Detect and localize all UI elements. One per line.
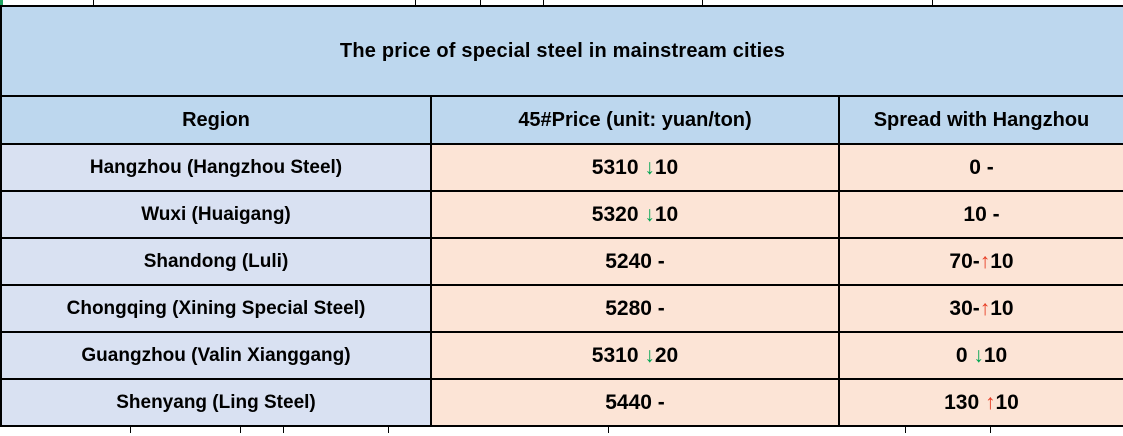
gridline-stub xyxy=(608,427,609,433)
spread-cell[interactable]: 0 - xyxy=(838,143,1123,192)
price-value: 5440 - xyxy=(605,390,665,414)
table-row: Chongqing (Xining Special Steel) 5280 - … xyxy=(0,284,1123,333)
sheet-gridline-strip-top xyxy=(0,0,1123,5)
price-change: 10 xyxy=(654,202,679,226)
gridline-stub xyxy=(130,427,131,433)
gridline-stub xyxy=(415,0,416,5)
column-header-price[interactable]: 45#Price (unit: yuan/ton) xyxy=(430,95,840,145)
spread-cell[interactable]: 70-↑10 xyxy=(838,237,1123,286)
price-cell[interactable]: 5280 - xyxy=(430,284,840,333)
up-arrow-icon: ↑ xyxy=(979,296,991,320)
price-value: 5310 xyxy=(591,343,645,367)
up-arrow-icon: ↑ xyxy=(979,249,991,273)
spread-change: 10 xyxy=(990,296,1014,320)
price-cell[interactable]: 5320 ↓10 xyxy=(430,190,840,239)
gridline-stub xyxy=(990,427,991,433)
spread-value: 0 - xyxy=(969,155,994,179)
sheet-gridline-strip-bottom xyxy=(0,427,1123,433)
region-cell[interactable]: Guangzhou (Valin Xianggang) xyxy=(0,331,432,380)
gridline-stub xyxy=(543,0,544,5)
gridline-stub xyxy=(93,0,94,5)
region-cell[interactable]: Chongqing (Xining Special Steel) xyxy=(0,284,432,333)
region-cell[interactable]: Shenyang (Ling Steel) xyxy=(0,378,432,427)
spread-change: 10 xyxy=(990,249,1014,273)
table-row: Guangzhou (Valin Xianggang) 5310 ↓20 0 ↓… xyxy=(0,331,1123,380)
column-header-spread[interactable]: Spread with Hangzhou xyxy=(838,95,1123,145)
region-cell[interactable]: Shandong (Luli) xyxy=(0,237,432,286)
spread-value: 70- xyxy=(949,249,980,273)
region-cell[interactable]: Hangzhou (Hangzhou Steel) xyxy=(0,143,432,192)
spread-value: 130 xyxy=(944,390,985,414)
gridline-stub xyxy=(388,427,389,433)
down-arrow-icon: ↓ xyxy=(644,202,655,226)
spread-cell[interactable]: 0 ↓10 xyxy=(838,331,1123,380)
spread-change: 10 xyxy=(983,343,1008,367)
gridline-stub xyxy=(905,427,906,433)
price-cell[interactable]: 5310 ↓10 xyxy=(430,143,840,192)
price-change: 20 xyxy=(654,343,679,367)
up-arrow-icon: ↑ xyxy=(985,390,996,414)
down-arrow-icon: ↓ xyxy=(973,343,984,367)
price-cell[interactable]: 5240 - xyxy=(430,237,840,286)
column-header-region[interactable]: Region xyxy=(0,95,432,145)
table-title[interactable]: The price of special steel in mainstream… xyxy=(0,5,1123,97)
price-value: 5310 xyxy=(591,155,645,179)
region-cell[interactable]: Wuxi (Huaigang) xyxy=(0,190,432,239)
price-cell[interactable]: 5310 ↓20 xyxy=(430,331,840,380)
gridline-stub xyxy=(240,427,241,433)
gridline-stub xyxy=(283,427,284,433)
spread-value: 0 xyxy=(955,343,974,367)
down-arrow-icon: ↓ xyxy=(644,343,655,367)
price-value: 5320 xyxy=(591,202,645,226)
gridline-stub xyxy=(480,0,481,5)
spread-cell[interactable]: 130 ↑10 xyxy=(838,378,1123,427)
table-row: Shenyang (Ling Steel) 5440 - 130 ↑10 xyxy=(0,378,1123,427)
spread-cell[interactable]: 10 - xyxy=(838,190,1123,239)
price-value: 5280 - xyxy=(605,296,665,320)
gridline-stub xyxy=(702,0,703,5)
spread-change: 10 xyxy=(995,390,1019,414)
table-row: Shandong (Luli) 5240 - 70-↑10 xyxy=(0,237,1123,286)
spread-value: 10 - xyxy=(963,202,1000,226)
sheet-selection-mark xyxy=(0,0,3,5)
steel-price-table: The price of special steel in mainstream… xyxy=(0,5,1123,427)
spread-value: 30- xyxy=(949,296,980,320)
table-row: Wuxi (Huaigang) 5320 ↓10 10 - xyxy=(0,190,1123,239)
gridline-stub xyxy=(932,0,933,5)
table-row: Hangzhou (Hangzhou Steel) 5310 ↓10 0 - xyxy=(0,143,1123,192)
price-value: 5240 - xyxy=(605,249,665,273)
price-cell[interactable]: 5440 - xyxy=(430,378,840,427)
down-arrow-icon: ↓ xyxy=(644,155,655,179)
price-change: 10 xyxy=(654,155,679,179)
spread-cell[interactable]: 30-↑10 xyxy=(838,284,1123,333)
